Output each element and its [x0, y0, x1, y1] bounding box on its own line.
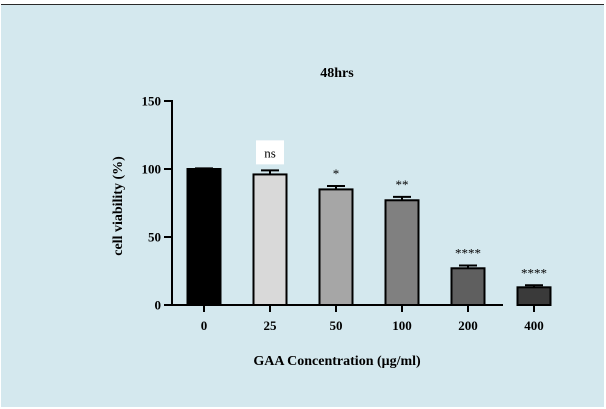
significance-label-100: ** — [396, 177, 409, 192]
x-tick-label-200: 200 — [458, 318, 478, 333]
significance-label-400: **** — [521, 265, 547, 280]
bar-100 — [384, 199, 420, 306]
bar-chart: 48hrs cell viability (%) GAA Concentrati… — [111, 66, 552, 369]
y-tick-label-0: 0 — [155, 298, 162, 313]
y-tick-label-100: 100 — [142, 162, 162, 177]
x-axis-title: GAA Concentration (μg/ml) — [253, 354, 421, 369]
bar-200 — [450, 267, 486, 306]
significance-label-50: * — [333, 166, 340, 181]
bar-25 — [252, 173, 288, 306]
chart-title: 48hrs — [320, 66, 354, 81]
x-tick-label-100: 100 — [392, 318, 412, 333]
y-tick-label-50: 50 — [148, 230, 161, 245]
figure-panel: 48hrs cell viability (%) GAA Concentrati… — [1, 4, 604, 407]
significance-label-25: ns — [264, 145, 276, 160]
bar-400 — [516, 286, 552, 307]
bar-50 — [318, 188, 354, 306]
x-tick-label-25: 25 — [264, 318, 278, 333]
x-tick-label-0: 0 — [201, 318, 208, 333]
x-tick-label-400: 400 — [524, 318, 544, 333]
x-tick-label-50: 50 — [330, 318, 343, 333]
y-axis-title: cell viability (%) — [111, 156, 126, 256]
significance-box-25 — [256, 140, 284, 165]
bar-0 — [186, 168, 222, 306]
significance-label-200: **** — [455, 246, 481, 261]
y-tick-label-150: 150 — [142, 94, 162, 109]
